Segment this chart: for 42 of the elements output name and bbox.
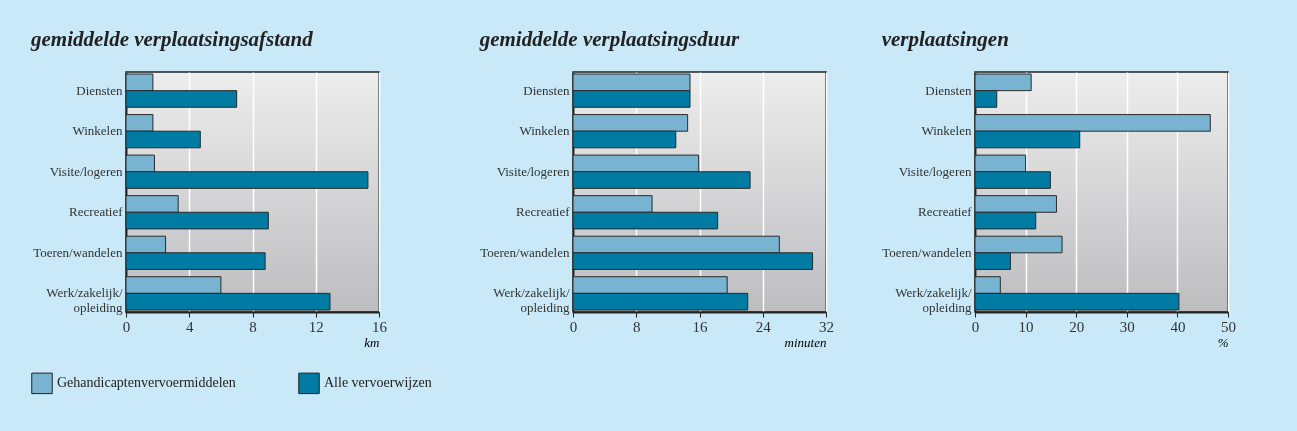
x-tick-label: 0 (971, 318, 980, 335)
x-tick-label: 16 (692, 318, 708, 335)
x-tick-label: 8 (633, 318, 641, 335)
y-tick-label: Visite/logeren (898, 163, 972, 179)
y-tick-label: Visite/logeren (496, 163, 570, 179)
y-tick-label: Toeren/wandelen (480, 244, 570, 260)
x-tick-label: 0 (122, 318, 131, 335)
chart-title: verplaatsingen (881, 27, 1009, 51)
y-tick-label: Recreatief (516, 204, 571, 220)
x-tick-label: 4 (186, 318, 194, 335)
y-tick-label: Toeren/wandelen (882, 244, 972, 260)
y-tick-label: Diensten (76, 82, 123, 98)
x-tick-label: 24 (755, 318, 772, 335)
y-tick-label: Recreatief (69, 204, 124, 220)
legend-label: Gehandicaptenvervoermiddelen (57, 375, 236, 391)
x-tick-label: 10 (1018, 318, 1034, 335)
x-tick-label: 12 (308, 318, 324, 335)
chart-title: gemiddelde verplaatsingsafstand (30, 27, 314, 51)
y-tick-label: Visite/logeren (49, 163, 123, 179)
x-tick-label: 8 (249, 318, 257, 335)
y-tick-label: Werk/zakelijk/ opleiding (46, 285, 123, 316)
x-axis-title: minuten (784, 334, 827, 350)
y-tick-label: Recreatief (918, 204, 973, 220)
legend-label: Alle vervoerwijzen (324, 375, 432, 391)
chart-title: gemiddelde verplaatsingsduur (478, 27, 741, 51)
y-tick-label: Werk/zakelijk/ opleiding (493, 285, 570, 316)
y-tick-label: Diensten (925, 82, 972, 98)
y-tick-label: Winkelen (519, 123, 570, 139)
x-tick-label: 32 (819, 318, 834, 335)
y-tick-label: Toeren/wandelen (33, 244, 123, 260)
y-tick-label: Winkelen (72, 123, 123, 139)
y-tick-label: Werk/zakelijk/ opleiding (895, 285, 972, 316)
x-tick-label: 16 (372, 318, 388, 335)
x-axis-title: km (364, 334, 380, 350)
y-tick-label: Winkelen (921, 123, 972, 139)
y-tick-label: Diensten (523, 82, 570, 98)
x-axis-title: % (1217, 334, 1229, 350)
x-tick-label: 0 (569, 318, 578, 335)
x-tick-label: 30 (1119, 318, 1135, 335)
x-tick-label: 40 (1170, 318, 1186, 335)
x-tick-label: 50 (1221, 318, 1236, 335)
x-tick-label: 20 (1069, 318, 1085, 335)
